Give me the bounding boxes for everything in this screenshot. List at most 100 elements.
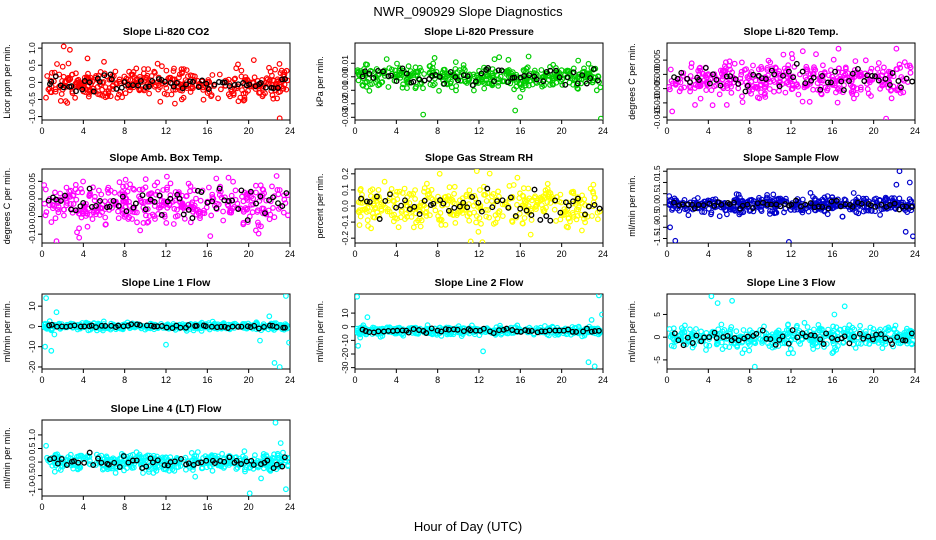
data-point [83, 210, 89, 217]
reference-point [886, 81, 893, 88]
data-point [771, 88, 777, 95]
data-point [274, 95, 281, 102]
reference-point [81, 459, 88, 466]
reference-point [428, 325, 435, 332]
data-point [904, 62, 910, 69]
y-tick-label: -10 [27, 340, 37, 353]
outlier-point [84, 55, 91, 62]
reference-point [590, 66, 597, 73]
data-point [882, 341, 889, 347]
data-point [785, 321, 791, 328]
data-point [282, 200, 289, 207]
data-point [879, 345, 886, 352]
data-point [788, 86, 795, 93]
data-point [44, 73, 51, 79]
data-point [54, 454, 60, 460]
data-point [590, 74, 597, 80]
data-point [551, 72, 557, 79]
data-point [799, 48, 806, 55]
reference-point [469, 193, 476, 200]
data-point [421, 185, 428, 192]
data-point [835, 343, 841, 349]
reference-point [675, 337, 682, 344]
data-point [885, 327, 891, 334]
outlier-point [364, 314, 371, 321]
data-point [116, 179, 123, 186]
reference-point [902, 337, 909, 344]
data-point [239, 453, 246, 460]
data-point [112, 68, 119, 75]
outlier-point [163, 341, 169, 348]
data-point [366, 87, 373, 94]
data-point [131, 186, 138, 193]
reference-point [68, 83, 75, 90]
reference-point [841, 333, 848, 340]
y-tick-label: 0.2 [340, 168, 350, 180]
data-point [733, 328, 740, 335]
data-point [590, 181, 597, 188]
data-point [267, 211, 274, 218]
data-point [839, 213, 846, 220]
x-tick-label: 20 [557, 249, 567, 259]
data-point [547, 200, 554, 206]
reference-point [478, 70, 485, 77]
x-tick-label: 16 [827, 126, 837, 136]
reference-point [198, 189, 205, 195]
reference-point [896, 206, 903, 213]
reference-point [273, 324, 280, 330]
reference-point [105, 461, 112, 468]
data-point [283, 86, 290, 93]
data-point [63, 199, 70, 206]
panel-2: Slope Li-820 Temp.0 4 8 12 16 20 24-0.015-0.01… [627, 26, 920, 136]
reference-point [169, 325, 176, 332]
reference-point [595, 327, 602, 334]
reference-point [270, 465, 277, 472]
reference-point [179, 85, 186, 92]
reference-point [219, 79, 226, 86]
data-point [74, 463, 81, 470]
data-point [581, 196, 588, 203]
reference-point [203, 457, 210, 464]
reference-point [706, 80, 713, 87]
data-point [692, 101, 698, 108]
reference-point [143, 463, 150, 470]
y-tick-label: -20 [27, 361, 37, 374]
data-point [251, 74, 258, 81]
data-point [460, 62, 467, 68]
data-point [597, 84, 603, 91]
reference-point [189, 215, 196, 222]
data-point [357, 213, 364, 220]
data-point [842, 71, 849, 78]
outlier-point [467, 238, 474, 243]
data-point [413, 83, 419, 90]
x-tick-label: 16 [515, 126, 525, 136]
data-point [130, 68, 137, 75]
data-point [772, 209, 779, 216]
reference-point [155, 76, 162, 83]
reference-point [363, 198, 370, 205]
data-point [747, 71, 754, 78]
data-point [576, 73, 582, 80]
reference-point [485, 65, 491, 71]
y-tick-label: -0.10 [27, 224, 37, 244]
reference-point [134, 321, 140, 328]
data-point [399, 331, 406, 338]
reference-point [111, 459, 118, 466]
data-point [96, 323, 102, 330]
reference-point [700, 202, 707, 209]
data-point [86, 90, 92, 97]
reference-point [744, 82, 751, 89]
data-point [369, 186, 376, 193]
x-tick-label: 24 [910, 249, 920, 259]
reference-point [499, 197, 506, 204]
data-point [483, 213, 490, 220]
data-point [687, 73, 694, 79]
data-point [231, 76, 238, 83]
data-point [84, 223, 91, 230]
reference-point [507, 194, 514, 201]
data-point [248, 201, 255, 208]
reference-point [185, 206, 192, 213]
reference-point [86, 449, 93, 456]
outlier-point [241, 94, 248, 101]
